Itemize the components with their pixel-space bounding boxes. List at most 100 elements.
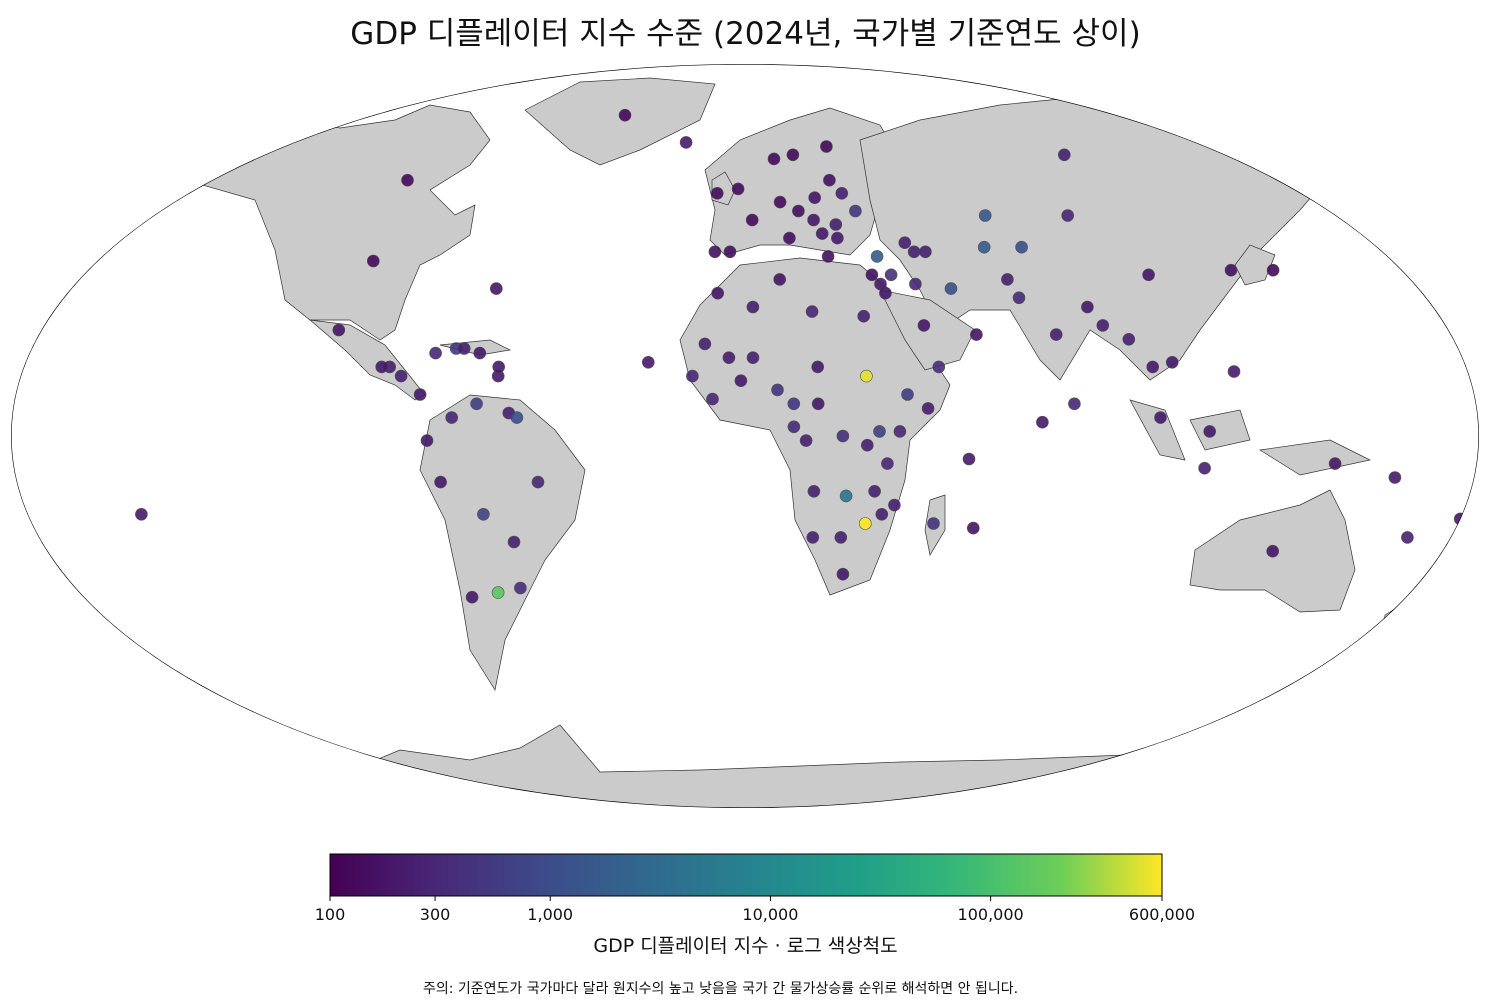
data-point [401,173,414,187]
data-point [491,586,505,599]
data-point [1049,328,1063,341]
footnote: 주의: 기준연도가 국가마다 달라 원지수의 높고 낮음을 국가 간 물가상승률… [422,981,1019,997]
data-point [884,268,898,282]
data-point [746,300,760,314]
data-point [413,388,427,401]
data-point [773,195,787,209]
data-point [1328,457,1342,470]
data-point [473,346,487,360]
data-point [1012,291,1026,305]
data-point [457,342,471,355]
data-point [679,136,693,149]
data-point [1142,268,1155,282]
data-point [919,245,932,259]
data-point [977,240,991,254]
data-point [932,360,946,374]
data-point [1036,415,1049,429]
data-point [1001,273,1014,286]
colorbar-ticks [329,896,1163,901]
data-point [1381,618,1395,632]
data-point [787,420,801,434]
colorbar-tick-label: 100 [314,905,346,924]
data-point [1266,544,1279,558]
data-point [839,489,853,503]
data-point [641,355,655,369]
data-point [865,268,879,282]
data-point [465,590,479,604]
data-point [821,250,835,263]
data-point [686,369,699,383]
data-point [477,507,490,521]
data-point [831,231,844,245]
data-point [722,351,736,365]
data-point [1165,355,1179,369]
data-point [873,425,886,438]
data-point [1122,332,1136,346]
data-point [767,152,781,166]
data-point [514,581,527,595]
data-point [907,245,921,259]
data-point [723,245,737,259]
data-point [820,140,833,153]
data-point [773,273,787,286]
data-point [870,250,884,263]
data-point [489,282,503,295]
data-point [1198,461,1211,475]
colorbar-tick-label: 600,000 [1128,905,1196,924]
data-point [771,383,784,397]
data-point [1061,209,1074,222]
data-point [917,319,931,332]
data-point [708,245,722,259]
data-point [787,397,801,411]
data-point [445,411,459,424]
data-point [909,277,922,291]
data-point [710,187,724,200]
data-point [921,402,935,415]
data-point [836,429,850,443]
data-point [875,507,889,521]
data-point [808,191,822,204]
data-point [836,567,850,581]
data-point [1203,425,1216,438]
data-point [857,309,871,323]
colorbar [329,853,1163,901]
data-point [618,108,632,122]
data-point [944,282,958,295]
data-point [731,182,745,196]
data-point [375,360,389,374]
data-point [829,218,843,231]
data-point [799,434,813,447]
data-point [366,254,380,268]
data-point [881,457,894,470]
data-point [1154,411,1167,424]
data-point [811,360,825,374]
indonesia-land [1129,399,1372,476]
data-point [888,498,901,512]
data-point [531,475,545,489]
data-point [868,484,881,498]
data-point [849,204,862,218]
data-point [966,521,980,535]
data-point [1266,263,1280,277]
data-point [835,187,849,200]
data-point [806,531,820,544]
data-point [970,328,983,341]
data-point [783,231,796,245]
data-point [815,227,829,240]
data-point [807,484,821,498]
data-point [1015,240,1028,254]
data-point [429,346,442,360]
data-point [805,305,819,318]
data-point [706,392,719,406]
data-point [1058,148,1071,162]
colorbar-tick-label: 10,000 [742,905,799,924]
data-point [711,286,725,300]
data-point [510,411,524,424]
data-point [898,236,912,249]
data-point [927,517,940,530]
data-point [860,369,873,383]
data-point [874,277,887,291]
data-point [823,173,836,187]
data-point [792,204,805,218]
